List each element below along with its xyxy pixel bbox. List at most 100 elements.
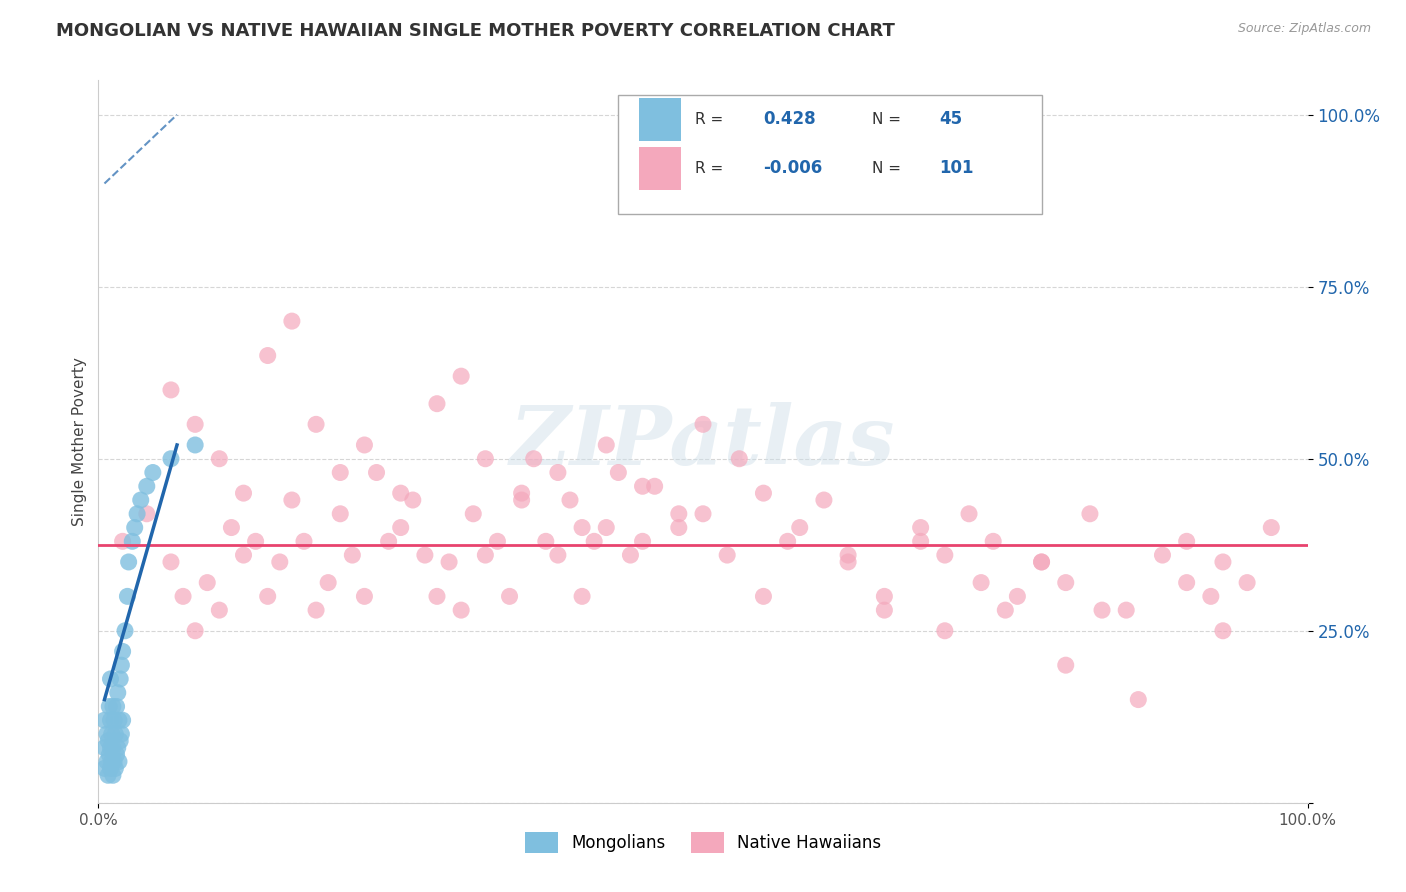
Point xyxy=(450,369,472,384)
Point xyxy=(1007,590,1029,604)
Point xyxy=(108,672,131,686)
Point xyxy=(101,740,124,755)
Point xyxy=(534,534,557,549)
Point xyxy=(463,507,485,521)
Point xyxy=(292,534,315,549)
Point xyxy=(329,466,352,480)
Point xyxy=(101,699,124,714)
Point xyxy=(121,534,143,549)
Point xyxy=(377,534,399,549)
Point xyxy=(970,575,993,590)
Point xyxy=(523,451,546,466)
Point xyxy=(184,438,207,452)
Point xyxy=(510,486,533,500)
Text: R =: R = xyxy=(695,161,723,176)
Point xyxy=(105,747,128,762)
Point xyxy=(595,520,617,534)
Point xyxy=(1054,658,1077,673)
Text: -0.006: -0.006 xyxy=(763,160,823,178)
FancyBboxPatch shape xyxy=(638,147,682,190)
Point xyxy=(316,575,339,590)
Point xyxy=(619,548,641,562)
Text: MONGOLIAN VS NATIVE HAWAIIAN SINGLE MOTHER POVERTY CORRELATION CHART: MONGOLIAN VS NATIVE HAWAIIAN SINGLE MOTH… xyxy=(56,22,896,40)
Point xyxy=(342,548,364,562)
Point xyxy=(692,417,714,432)
Point xyxy=(98,747,121,762)
Point xyxy=(813,493,835,508)
Point xyxy=(631,534,654,549)
Point xyxy=(571,520,593,534)
Point xyxy=(1091,603,1114,617)
Point xyxy=(93,740,115,755)
Point xyxy=(160,383,183,397)
Point xyxy=(402,493,425,508)
Text: N =: N = xyxy=(872,112,901,127)
Text: ZIPatlas: ZIPatlas xyxy=(510,401,896,482)
Point xyxy=(413,548,436,562)
Point xyxy=(281,493,304,508)
Point xyxy=(366,466,388,480)
Point xyxy=(195,575,218,590)
Point xyxy=(789,520,811,534)
Point xyxy=(111,713,134,727)
Point xyxy=(474,548,496,562)
Point xyxy=(644,479,666,493)
Point xyxy=(97,768,120,782)
Point xyxy=(353,438,375,452)
Point xyxy=(108,713,131,727)
Point xyxy=(110,727,132,741)
Point xyxy=(184,624,207,638)
Legend: Mongolians, Native Hawaiians: Mongolians, Native Hawaiians xyxy=(517,826,889,860)
Point xyxy=(776,534,799,549)
Point xyxy=(1152,548,1174,562)
Point xyxy=(232,548,254,562)
Point xyxy=(110,658,132,673)
Point xyxy=(100,755,122,769)
Point xyxy=(135,507,157,521)
Point xyxy=(100,761,122,775)
Point xyxy=(607,466,630,480)
Point xyxy=(281,314,304,328)
Point xyxy=(510,493,533,508)
Point xyxy=(104,761,127,775)
Point xyxy=(96,755,118,769)
Text: 0.428: 0.428 xyxy=(763,111,815,128)
Point xyxy=(101,768,124,782)
Point xyxy=(100,672,122,686)
Point xyxy=(389,486,412,500)
Point xyxy=(571,590,593,604)
FancyBboxPatch shape xyxy=(619,95,1042,214)
Point xyxy=(256,349,278,363)
Point xyxy=(1115,603,1137,617)
Point xyxy=(486,534,509,549)
Point xyxy=(668,520,690,534)
Text: N =: N = xyxy=(872,161,901,176)
Point xyxy=(934,548,956,562)
Point xyxy=(100,713,122,727)
Point xyxy=(256,590,278,604)
Point xyxy=(103,713,125,727)
Point xyxy=(208,451,231,466)
Point xyxy=(426,397,449,411)
Point xyxy=(114,624,136,638)
Point xyxy=(160,555,183,569)
Point xyxy=(93,713,115,727)
Point xyxy=(98,699,121,714)
Point xyxy=(547,548,569,562)
Point xyxy=(1078,507,1101,521)
Point xyxy=(305,417,328,432)
Point xyxy=(124,520,146,534)
Text: 101: 101 xyxy=(939,160,973,178)
Point xyxy=(692,507,714,521)
Point xyxy=(269,555,291,569)
Point xyxy=(450,603,472,617)
Point xyxy=(1031,555,1053,569)
Point xyxy=(1260,520,1282,534)
Point xyxy=(353,590,375,604)
Text: Source: ZipAtlas.com: Source: ZipAtlas.com xyxy=(1237,22,1371,36)
Point xyxy=(728,451,751,466)
Point xyxy=(474,451,496,466)
Point xyxy=(107,740,129,755)
Point xyxy=(129,493,152,508)
Point xyxy=(142,466,165,480)
